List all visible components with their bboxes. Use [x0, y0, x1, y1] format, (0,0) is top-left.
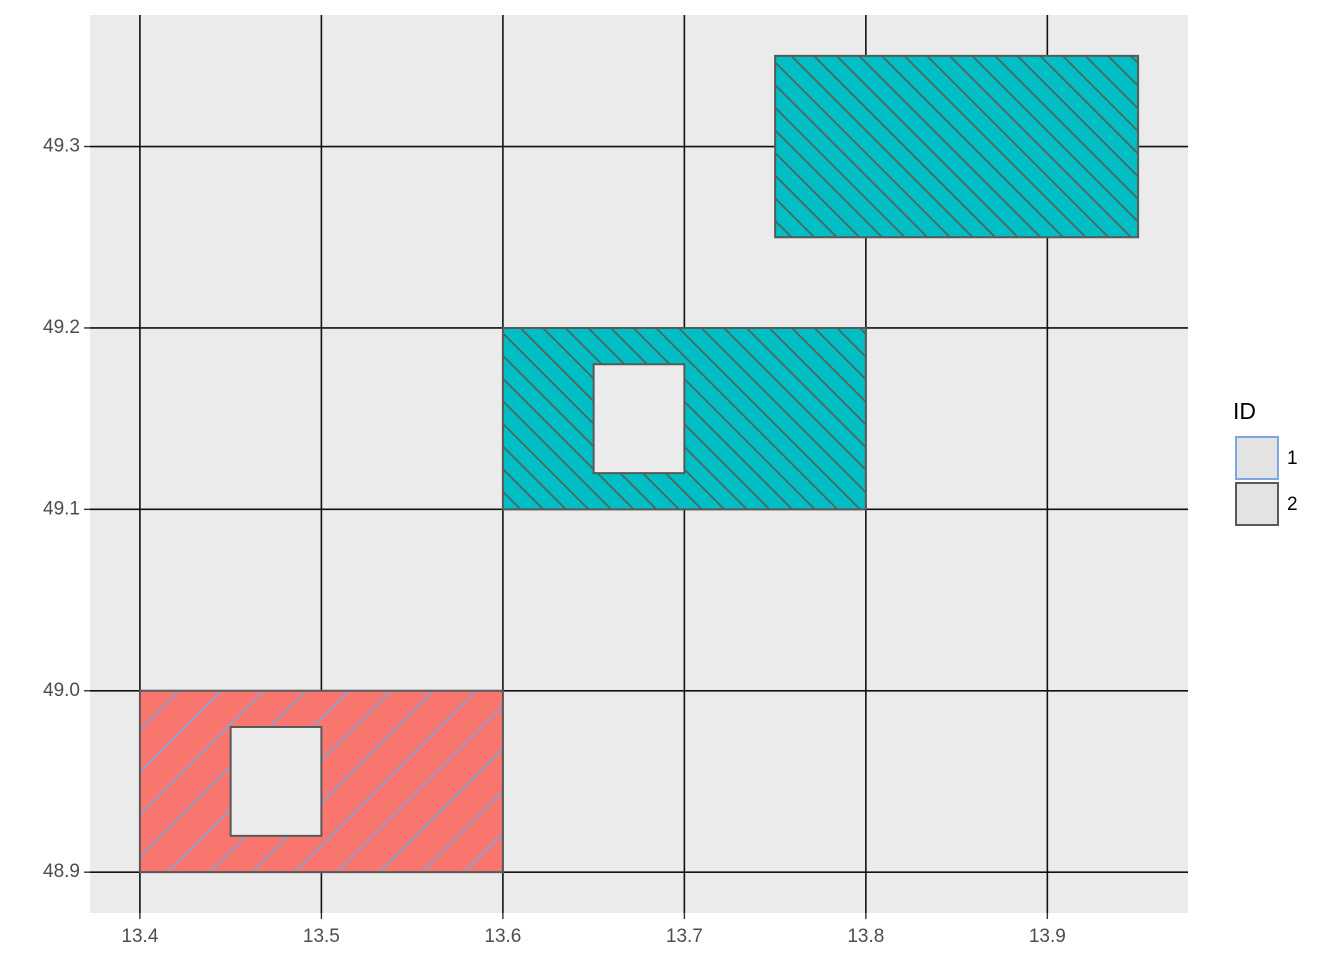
- x-tick-label: 13.8: [847, 926, 884, 947]
- x-tick-label: 13.4: [121, 926, 158, 947]
- polygon: [774, 54, 1140, 239]
- y-tick-label: 49.2: [43, 317, 80, 338]
- y-tick-label: 49.3: [43, 136, 80, 157]
- legend-title: ID: [1233, 398, 1256, 424]
- legend-label: 2: [1287, 494, 1298, 515]
- legend-label: 1: [1287, 448, 1298, 469]
- polygon: [501, 326, 867, 511]
- polygon: [138, 689, 504, 874]
- y-tick-label: 49.1: [43, 498, 80, 519]
- x-tick-label: 13.9: [1029, 926, 1066, 947]
- legend-key: [1235, 482, 1279, 526]
- legend-key: [1235, 436, 1279, 480]
- x-tick-label: 13.5: [303, 926, 340, 947]
- y-tick-label: 49.0: [43, 680, 80, 701]
- x-tick-label: 13.6: [484, 926, 521, 947]
- y-tick-label: 48.9: [43, 861, 80, 882]
- x-tick-label: 13.7: [666, 926, 703, 947]
